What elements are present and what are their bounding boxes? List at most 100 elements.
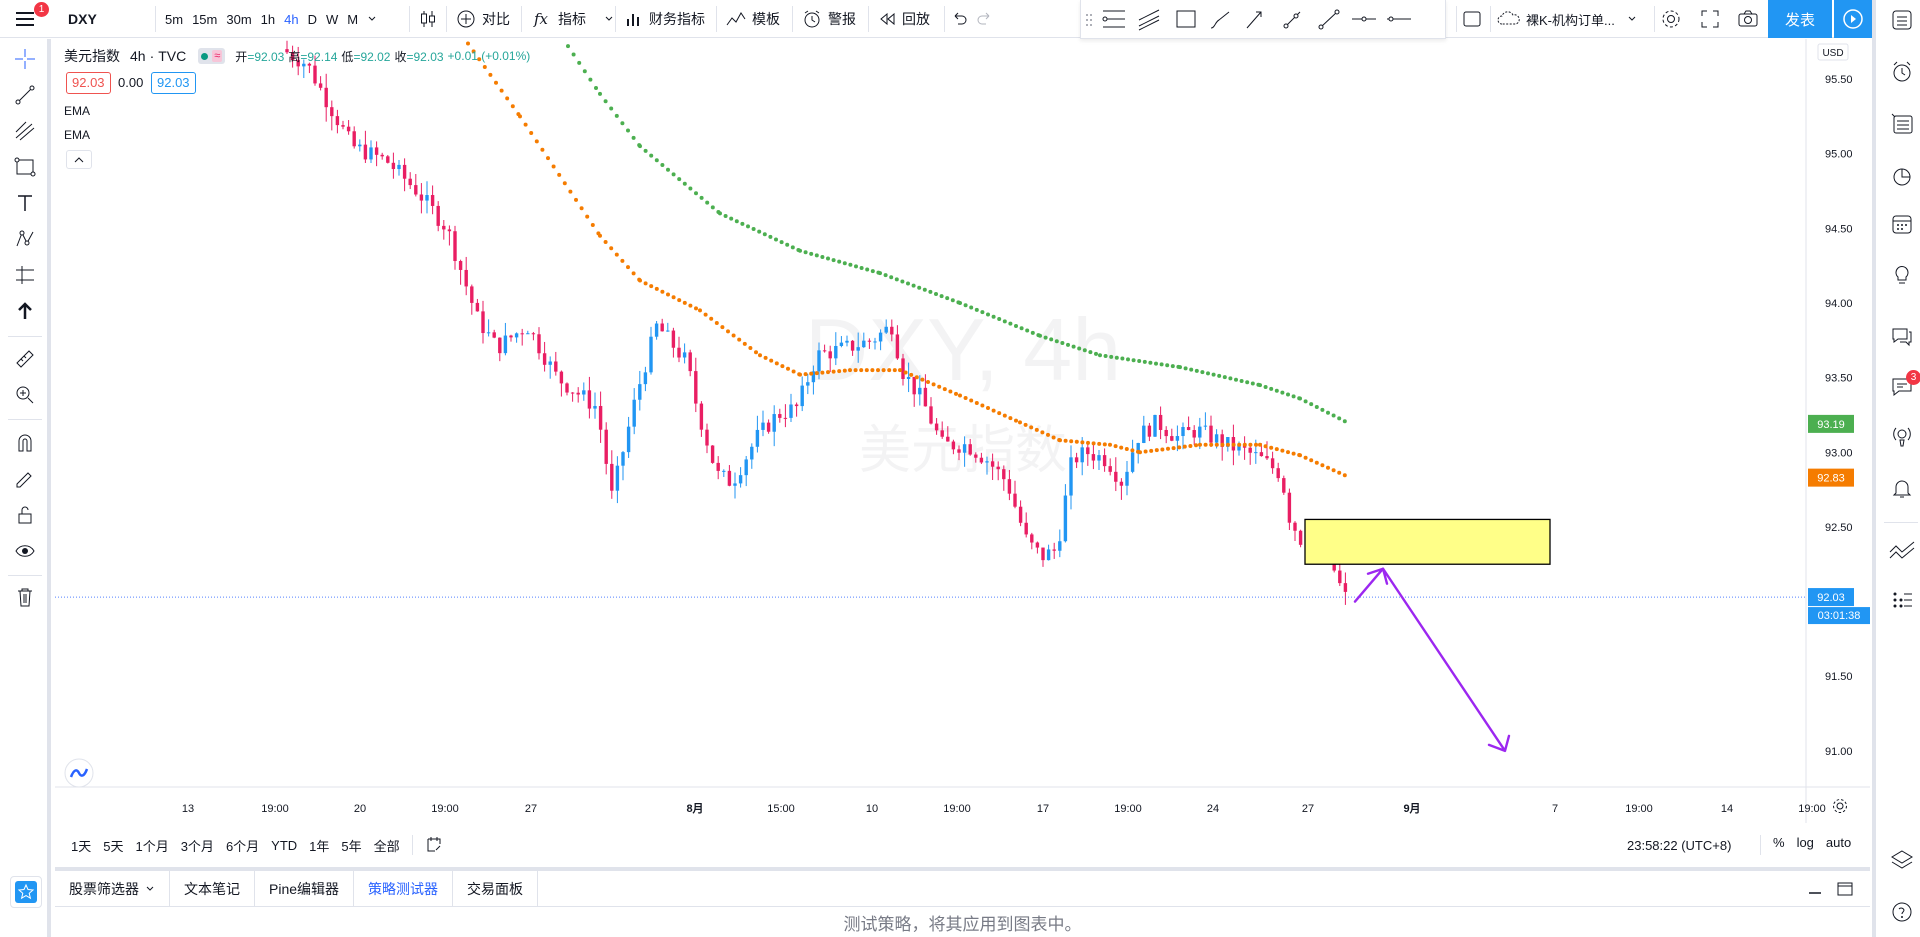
- range-all[interactable]: 全部: [373, 838, 400, 854]
- bid-price[interactable]: 92.03: [66, 72, 111, 94]
- lock-drawings-tool[interactable]: [13, 503, 37, 527]
- collapse-legend-button[interactable]: [66, 150, 92, 169]
- range-ytd[interactable]: YTD: [271, 837, 298, 853]
- pattern-tool[interactable]: [13, 227, 37, 251]
- range-6m[interactable]: 6个月: [225, 838, 260, 854]
- settings-button[interactable]: [1660, 0, 1682, 38]
- ask-price[interactable]: 92.03: [151, 72, 196, 94]
- symbol-search-button[interactable]: DXY: [68, 11, 97, 27]
- fibonacci-tool[interactable]: [13, 119, 37, 143]
- replay-button[interactable]: 回放: [878, 0, 930, 38]
- interval-4h[interactable]: 4h: [284, 11, 299, 27]
- remove-drawings-tool[interactable]: [13, 585, 37, 609]
- ema-legend-2[interactable]: EMA: [64, 128, 91, 142]
- range-5d[interactable]: 5天: [103, 838, 124, 854]
- rectangle-tool-icon[interactable]: [1176, 10, 1196, 28]
- chart-type-button[interactable]: [419, 0, 437, 38]
- interval-15m[interactable]: 15m: [192, 11, 218, 27]
- object-tree-button[interactable]: [1888, 586, 1916, 614]
- chevron-down-icon[interactable]: [604, 14, 614, 24]
- undo-button[interactable]: [950, 0, 968, 38]
- brush-icon[interactable]: [1210, 11, 1230, 29]
- currency-badge[interactable]: USD: [1817, 43, 1849, 61]
- interval-5m[interactable]: 5m: [165, 11, 184, 27]
- chart-canvas[interactable]: DXY, 4h 美元指数 95.50 95.00 94.50 94.00 93.50 93…: [55, 39, 1870, 823]
- market-status[interactable]: ≈: [198, 48, 226, 64]
- trend-line-icon[interactable]: [1318, 9, 1340, 30]
- goto-date-icon[interactable]: [425, 836, 443, 854]
- template-button[interactable]: 模板: [726, 0, 780, 38]
- horizontal-ray-icon[interactable]: [1352, 16, 1376, 22]
- text-tool[interactable]: [13, 191, 37, 215]
- axis-settings-gear[interactable]: [1833, 799, 1847, 813]
- symbol-title[interactable]: 美元指数: [64, 48, 120, 64]
- redo-button[interactable]: [976, 0, 994, 38]
- arrow-tool[interactable]: [13, 299, 37, 323]
- screenshot-button[interactable]: [1737, 0, 1759, 38]
- arrow-tool-icon[interactable]: [1246, 11, 1262, 29]
- shape-tool[interactable]: [13, 155, 37, 179]
- interval-m[interactable]: M: [347, 11, 359, 27]
- minimize-panel-button[interactable]: [1805, 879, 1825, 899]
- range-1y[interactable]: 1年: [309, 838, 330, 854]
- stay-in-drawing-tool[interactable]: [13, 467, 37, 491]
- layers-button[interactable]: [1888, 846, 1916, 874]
- tab-text-notes[interactable]: 文本笔记: [170, 870, 255, 907]
- crosshair-tool[interactable]: [13, 47, 37, 71]
- hotlists-button[interactable]: [1888, 162, 1916, 190]
- clock[interactable]: 23:58:22 (UTC+8): [1627, 837, 1732, 853]
- trend-line-tool[interactable]: [13, 83, 37, 107]
- chevron-down-icon[interactable]: [367, 14, 377, 24]
- auto-scale-toggle[interactable]: auto: [1825, 835, 1852, 850]
- alert-button[interactable]: 警报: [802, 0, 856, 38]
- magnet-tool[interactable]: [13, 431, 37, 455]
- ema-legend-1[interactable]: EMA: [64, 104, 91, 118]
- tab-stock-screener[interactable]: 股票筛选器: [55, 870, 170, 907]
- range-3m[interactable]: 3个月: [180, 838, 214, 854]
- log-scale-toggle[interactable]: log: [1796, 835, 1814, 850]
- layout-toggle-button[interactable]: [1462, 0, 1482, 38]
- interval-w[interactable]: W: [325, 11, 339, 27]
- indicators-button[interactable]: fx 指标: [532, 0, 614, 38]
- interval-30m[interactable]: 30m: [226, 11, 252, 27]
- range-1d[interactable]: 1天: [71, 838, 92, 854]
- menu-button[interactable]: [14, 0, 36, 38]
- publish-button[interactable]: 发表: [1768, 0, 1832, 38]
- financials-button[interactable]: 财务指标: [625, 0, 705, 38]
- data-window-button[interactable]: [1888, 110, 1916, 138]
- tab-strategy-tester[interactable]: 策略测试器: [354, 870, 454, 907]
- tab-pine-editor[interactable]: Pine编辑器: [255, 870, 355, 907]
- parallel-channel-icon[interactable]: [1102, 10, 1125, 28]
- favorites-button[interactable]: [10, 876, 42, 908]
- play-button[interactable]: [1834, 0, 1872, 38]
- measure-tool[interactable]: [13, 347, 37, 371]
- alerts-button[interactable]: [1888, 58, 1916, 86]
- percent-scale-toggle[interactable]: %: [1773, 835, 1785, 850]
- range-1m[interactable]: 1个月: [135, 838, 169, 854]
- prediction-tool[interactable]: [13, 263, 37, 287]
- maximize-panel-button[interactable]: [1835, 879, 1855, 899]
- dom-button[interactable]: [1888, 536, 1916, 564]
- help-button[interactable]: [1888, 898, 1916, 926]
- ray-icon[interactable]: [1283, 11, 1301, 29]
- horizontal-line-icon[interactable]: [1387, 16, 1411, 22]
- projection-arrow[interactable]: [1353, 567, 1511, 753]
- watchlist-button[interactable]: [1888, 6, 1916, 34]
- streams-button[interactable]: [1888, 422, 1916, 450]
- notifications-button[interactable]: [1888, 474, 1916, 502]
- ideas-button[interactable]: [1888, 260, 1916, 288]
- zoom-tool[interactable]: [13, 383, 37, 407]
- layout-name-button[interactable]: 裸K-机构订单...: [1496, 0, 1637, 38]
- compare-button[interactable]: 对比: [456, 0, 510, 38]
- regression-trend-icon[interactable]: [1138, 9, 1160, 31]
- tab-trading-panel[interactable]: 交易面板: [453, 870, 539, 907]
- supply-zone-rectangle[interactable]: [1304, 518, 1551, 565]
- chats-button[interactable]: [1888, 322, 1916, 350]
- interval-1h[interactable]: 1h: [260, 11, 276, 27]
- interval-d[interactable]: D: [307, 11, 317, 27]
- range-5y[interactable]: 5年: [341, 838, 362, 854]
- calendar-button[interactable]: [1888, 210, 1916, 238]
- fullscreen-button[interactable]: [1700, 0, 1720, 38]
- drag-handle-icon[interactable]: [1086, 14, 1092, 26]
- hide-drawings-tool[interactable]: [13, 539, 37, 563]
